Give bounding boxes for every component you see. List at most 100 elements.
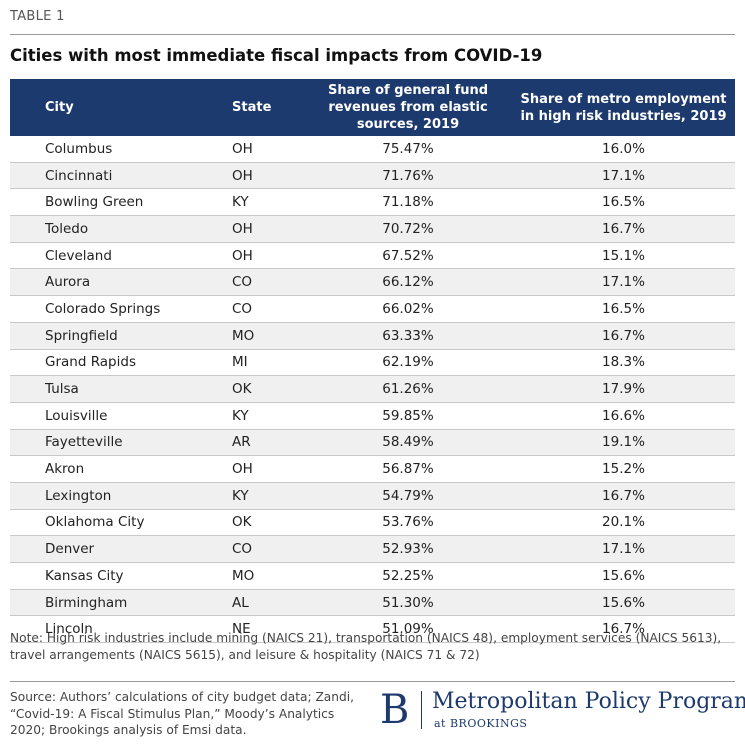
table-header-row: City State Share of general fund revenue… [10, 79, 735, 136]
table-row: Akron OH 56.87% 15.2% [10, 455, 735, 483]
cell-state: OH [229, 455, 304, 483]
cell-city: Colorado Springs [10, 295, 229, 323]
cell-city: Toledo [10, 215, 229, 243]
cell-revenue-share: 70.72% [304, 215, 512, 243]
column-header-state: State [229, 79, 304, 136]
source-text: Source: Authors’ calculations of city bu… [10, 690, 354, 737]
cell-employment-share: 17.1% [512, 535, 735, 563]
cell-revenue-share: 51.09% [304, 615, 512, 644]
table-row: Grand Rapids MI 62.19% 18.3% [10, 349, 735, 377]
cell-employment-share: 19.1% [512, 429, 735, 457]
table-row: Oklahoma City OK 53.76% 20.1% [10, 509, 735, 537]
cell-revenue-share: 71.18% [304, 188, 512, 217]
bottom-divider [10, 681, 735, 682]
logo-program-name: Metropolitan Policy Program [432, 689, 745, 714]
cell-state: OH [229, 162, 304, 190]
cell-state: OH [229, 215, 304, 243]
cell-state: CO [229, 295, 304, 323]
table-label: TABLE 1 [10, 9, 65, 24]
table-row: Denver CO 52.93% 17.1% [10, 535, 735, 563]
table-row: Louisville KY 59.85% 16.6% [10, 402, 735, 430]
cell-city: Tulsa [10, 375, 229, 403]
table-row: Cleveland OH 67.52% 15.1% [10, 242, 735, 270]
cell-state: KY [229, 188, 304, 217]
cell-state: NE [229, 615, 304, 644]
cell-city: Louisville [10, 402, 229, 430]
cell-state: OK [229, 509, 304, 537]
table-row: Lincoln NE 51.09% 16.7% [10, 615, 735, 644]
cell-state: MO [229, 562, 304, 590]
table-row: Springfield MO 63.33% 16.7% [10, 322, 735, 350]
cell-revenue-share: 52.25% [304, 562, 512, 590]
table-row: Bowling Green KY 71.18% 16.5% [10, 188, 735, 217]
cell-employment-share: 15.2% [512, 455, 735, 483]
cell-state: AR [229, 429, 304, 457]
cell-revenue-share: 54.79% [304, 482, 512, 510]
cell-city: Cincinnati [10, 162, 229, 190]
cell-city: Kansas City [10, 562, 229, 590]
cell-state: KY [229, 482, 304, 510]
table-row: Fayetteville AR 58.49% 19.1% [10, 429, 735, 457]
cell-revenue-share: 51.30% [304, 589, 512, 617]
cell-employment-share: 16.5% [512, 188, 735, 217]
cell-revenue-share: 67.52% [304, 242, 512, 270]
cell-employment-share: 16.7% [512, 215, 735, 243]
table-row: Kansas City MO 52.25% 15.6% [10, 562, 735, 590]
table-row: Lexington KY 54.79% 16.7% [10, 482, 735, 510]
cell-city: Cleveland [10, 242, 229, 270]
table-row: Toledo OH 70.72% 16.7% [10, 215, 735, 243]
cell-state: MO [229, 322, 304, 350]
cell-state: AL [229, 589, 304, 617]
cell-employment-share: 16.0% [512, 136, 735, 163]
cell-revenue-share: 75.47% [304, 136, 512, 163]
table-title: Cities with most immediate fiscal impact… [10, 46, 543, 65]
cell-employment-share: 15.6% [512, 589, 735, 617]
cell-state: OK [229, 375, 304, 403]
column-header-revenue-share: Share of general fund revenues from elas… [304, 79, 512, 136]
cell-employment-share: 16.5% [512, 295, 735, 323]
column-header-city: City [10, 79, 229, 136]
cell-employment-share: 17.9% [512, 375, 735, 403]
cell-employment-share: 15.6% [512, 562, 735, 590]
cell-revenue-share: 62.19% [304, 349, 512, 377]
logo-divider [421, 691, 422, 729]
table-note: Note: High risk industries include minin… [10, 631, 722, 662]
cell-revenue-share: 53.76% [304, 509, 512, 537]
cell-revenue-share: 56.87% [304, 455, 512, 483]
cell-state: KY [229, 402, 304, 430]
cell-city: Springfield [10, 322, 229, 350]
cell-revenue-share: 52.93% [304, 535, 512, 563]
table-row: Tulsa OK 61.26% 17.9% [10, 375, 735, 403]
top-divider [10, 34, 735, 35]
cell-city: Aurora [10, 268, 229, 297]
cell-employment-share: 16.7% [512, 322, 735, 350]
table-row: Columbus OH 75.47% 16.0% [10, 136, 735, 163]
cell-city: Akron [10, 455, 229, 483]
table-row: Birmingham AL 51.30% 15.6% [10, 589, 735, 617]
table-row: Cincinnati OH 71.76% 17.1% [10, 162, 735, 190]
cell-employment-share: 18.3% [512, 349, 735, 377]
data-table: City State Share of general fund revenue… [10, 79, 735, 644]
cell-state: CO [229, 535, 304, 563]
cell-state: OH [229, 242, 304, 270]
cell-revenue-share: 59.85% [304, 402, 512, 430]
table-row: Colorado Springs CO 66.02% 16.5% [10, 295, 735, 323]
cell-employment-share: 16.7% [512, 482, 735, 510]
cell-employment-share: 16.6% [512, 402, 735, 430]
cell-revenue-share: 58.49% [304, 429, 512, 457]
cell-city: Oklahoma City [10, 509, 229, 537]
table-body: Columbus OH 75.47% 16.0% Cincinnati OH 71.76% 1… [10, 136, 735, 644]
cell-city: Grand Rapids [10, 349, 229, 377]
cell-city: Fayetteville [10, 429, 229, 457]
cell-state: OH [229, 136, 304, 163]
cell-employment-share: 16.7% [512, 615, 735, 644]
cell-employment-share: 15.1% [512, 242, 735, 270]
cell-city: Lincoln [10, 615, 229, 644]
cell-city: Columbus [10, 136, 229, 163]
cell-revenue-share: 61.26% [304, 375, 512, 403]
cell-revenue-share: 66.02% [304, 295, 512, 323]
cell-revenue-share: 71.76% [304, 162, 512, 190]
cell-city: Bowling Green [10, 188, 229, 217]
cell-revenue-share: 63.33% [304, 322, 512, 350]
cell-employment-share: 17.1% [512, 162, 735, 190]
